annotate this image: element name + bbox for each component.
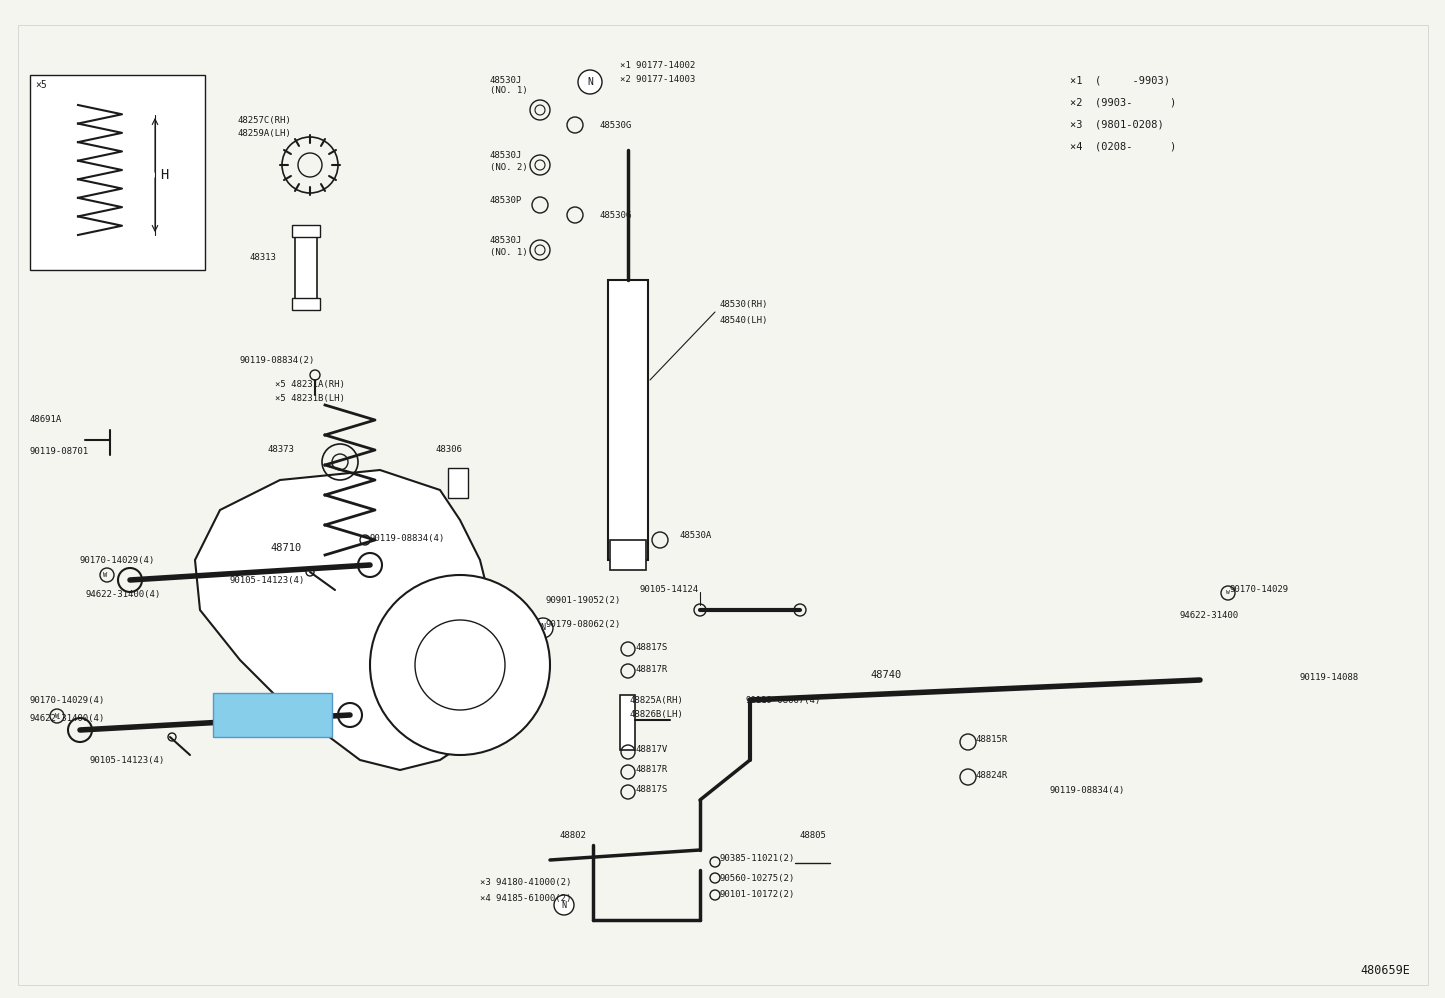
Text: 48817R: 48817R (634, 765, 668, 774)
Bar (292, 225, 319, 237)
Text: N: N (540, 624, 546, 633)
Circle shape (533, 618, 553, 638)
Circle shape (578, 70, 603, 94)
Text: 48530(RH): 48530(RH) (720, 300, 769, 309)
Text: W: W (55, 713, 59, 719)
Text: 48530G: 48530G (600, 121, 633, 130)
Text: 90119-08701: 90119-08701 (30, 447, 90, 456)
Text: 48817S: 48817S (634, 785, 668, 794)
Text: 48530J: 48530J (490, 151, 522, 160)
Text: 48530J: 48530J (490, 236, 522, 245)
Text: 48691A: 48691A (30, 415, 62, 424)
Text: 90901-19052(2): 90901-19052(2) (545, 596, 620, 605)
Text: 90385-11021(2): 90385-11021(2) (720, 853, 795, 862)
Text: 90119-08834(4): 90119-08834(4) (370, 534, 445, 543)
Text: (NO. 2): (NO. 2) (490, 163, 527, 172)
Text: 48740: 48740 (870, 670, 902, 680)
Circle shape (370, 575, 551, 755)
Text: 48710: 48710 (270, 543, 301, 553)
Text: 90119-08667(4): 90119-08667(4) (746, 696, 821, 705)
Text: ×4  (0208-      ): ×4 (0208- ) (1069, 141, 1176, 151)
Text: 48802: 48802 (561, 830, 587, 839)
Text: 48306: 48306 (435, 445, 462, 454)
Text: 48826B(LH): 48826B(LH) (630, 711, 683, 720)
Text: ×5 48231A(RH): ×5 48231A(RH) (275, 380, 345, 389)
Bar (620, 695, 634, 750)
Text: 48730(LH): 48730(LH) (220, 719, 276, 729)
Circle shape (553, 895, 574, 915)
Text: 48373: 48373 (267, 445, 295, 454)
Text: (NO. 1): (NO. 1) (490, 86, 527, 95)
Bar (448, 468, 468, 498)
Text: 48720(RH): 48720(RH) (220, 703, 276, 713)
Text: N: N (562, 900, 566, 909)
Text: ×5: ×5 (35, 80, 46, 90)
Text: 48817V: 48817V (634, 746, 668, 754)
Text: 90119-08834(2): 90119-08834(2) (240, 355, 315, 364)
Text: 90101-10172(2): 90101-10172(2) (720, 890, 795, 899)
Bar (295, 230, 316, 300)
Text: W: W (1227, 591, 1230, 596)
FancyBboxPatch shape (212, 693, 332, 737)
Bar (610, 540, 646, 570)
Text: 90170-14029(4): 90170-14029(4) (30, 696, 105, 705)
Polygon shape (195, 470, 510, 770)
Text: 48530P: 48530P (490, 196, 522, 205)
Bar (292, 298, 319, 310)
Text: 94622-31400: 94622-31400 (1181, 611, 1240, 620)
Text: (NO. 1): (NO. 1) (490, 248, 527, 256)
Text: 480659E: 480659E (1360, 963, 1410, 976)
Text: 48824R: 48824R (975, 770, 1007, 779)
Text: 90170-14029(4): 90170-14029(4) (79, 556, 155, 565)
Text: 48530J: 48530J (490, 76, 522, 85)
Text: W: W (103, 572, 107, 578)
Text: 48540(LH): 48540(LH) (720, 315, 769, 324)
Text: ×1  (     -9903): ×1 ( -9903) (1069, 75, 1170, 85)
Text: 94622-31400(4): 94622-31400(4) (85, 591, 160, 600)
Text: 48530A: 48530A (681, 531, 712, 540)
Text: ×5 48231B(LH): ×5 48231B(LH) (275, 393, 345, 402)
Text: ×3 94180-41000(2): ×3 94180-41000(2) (480, 877, 571, 886)
Text: 48815R: 48815R (975, 736, 1007, 745)
Text: 48805: 48805 (801, 830, 827, 839)
Text: 90170-14029: 90170-14029 (1230, 586, 1289, 595)
Text: 48825A(RH): 48825A(RH) (630, 696, 683, 705)
Text: ×4 94185-61000(2): ×4 94185-61000(2) (480, 893, 571, 902)
Text: ×3  (9801-0208): ×3 (9801-0208) (1069, 119, 1163, 129)
Text: 90105-14124: 90105-14124 (640, 586, 699, 595)
Text: N: N (587, 77, 592, 87)
Text: 48313: 48313 (250, 253, 277, 262)
Text: 90105-14123(4): 90105-14123(4) (230, 576, 305, 585)
Text: 90105-14123(4): 90105-14123(4) (90, 755, 165, 764)
Text: 90560-10275(2): 90560-10275(2) (720, 873, 795, 882)
Text: 48817R: 48817R (634, 666, 668, 675)
Text: 48530G: 48530G (600, 211, 633, 220)
Bar (30, 75, 205, 270)
Text: 48257C(RH): 48257C(RH) (238, 116, 292, 125)
Text: 90119-08834(4): 90119-08834(4) (1051, 785, 1126, 794)
Text: 48817S: 48817S (634, 644, 668, 653)
Text: ×1 90177-14002: ×1 90177-14002 (620, 61, 695, 70)
Text: ×2 90177-14003: ×2 90177-14003 (620, 75, 695, 84)
Text: 90119-14088: 90119-14088 (1300, 674, 1360, 683)
Bar (608, 280, 647, 560)
Text: 94622-31400(4): 94622-31400(4) (30, 714, 105, 723)
Text: ×2  (9903-      ): ×2 (9903- ) (1069, 97, 1176, 107)
Text: 90179-08062(2): 90179-08062(2) (545, 621, 620, 630)
Text: 48259A(LH): 48259A(LH) (238, 129, 292, 138)
Text: H: H (160, 168, 169, 182)
